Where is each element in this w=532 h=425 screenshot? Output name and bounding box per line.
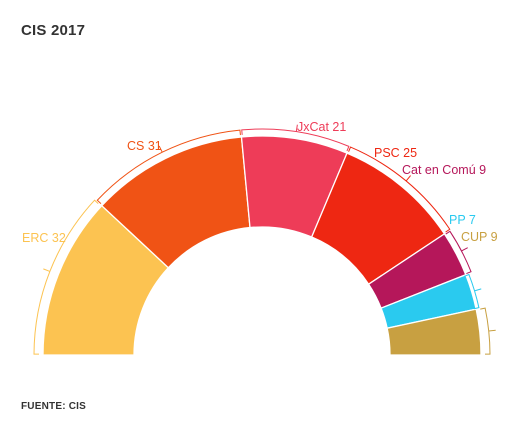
label-cs: CS 31 — [127, 139, 162, 153]
chart-slices — [42, 135, 482, 356]
bracket-cs — [96, 129, 241, 205]
chart-source: FUENTE: CIS — [21, 401, 86, 412]
leader-cup — [488, 329, 496, 332]
label-cat-en-comu: Cat en Comú 9 — [402, 163, 486, 177]
leader-cs — [158, 145, 163, 153]
label-pp: PP 7 — [449, 213, 476, 227]
leader-jxcat — [295, 124, 298, 132]
bracket-jxcat — [241, 128, 350, 152]
label-psc: PSC 25 — [374, 146, 417, 160]
leader-psc — [405, 175, 411, 182]
chart-labels: ERC 32 CS 31 JxCat 21 PSC 25 Cat en Comú 9 PP… — [22, 120, 498, 245]
bracket-cup — [480, 307, 491, 355]
leader-cat-en-comu — [461, 247, 468, 252]
label-erc: ERC 32 — [22, 231, 66, 245]
leader-erc — [43, 268, 51, 272]
label-cup: CUP 9 — [461, 230, 498, 244]
leader-pp — [474, 288, 482, 292]
chart-leader-lines — [33, 124, 496, 355]
label-jxcat: JxCat 21 — [297, 120, 346, 134]
slice-cup — [386, 308, 482, 356]
bracket-psc — [348, 146, 451, 233]
chart-title: CIS 2017 — [21, 22, 86, 39]
